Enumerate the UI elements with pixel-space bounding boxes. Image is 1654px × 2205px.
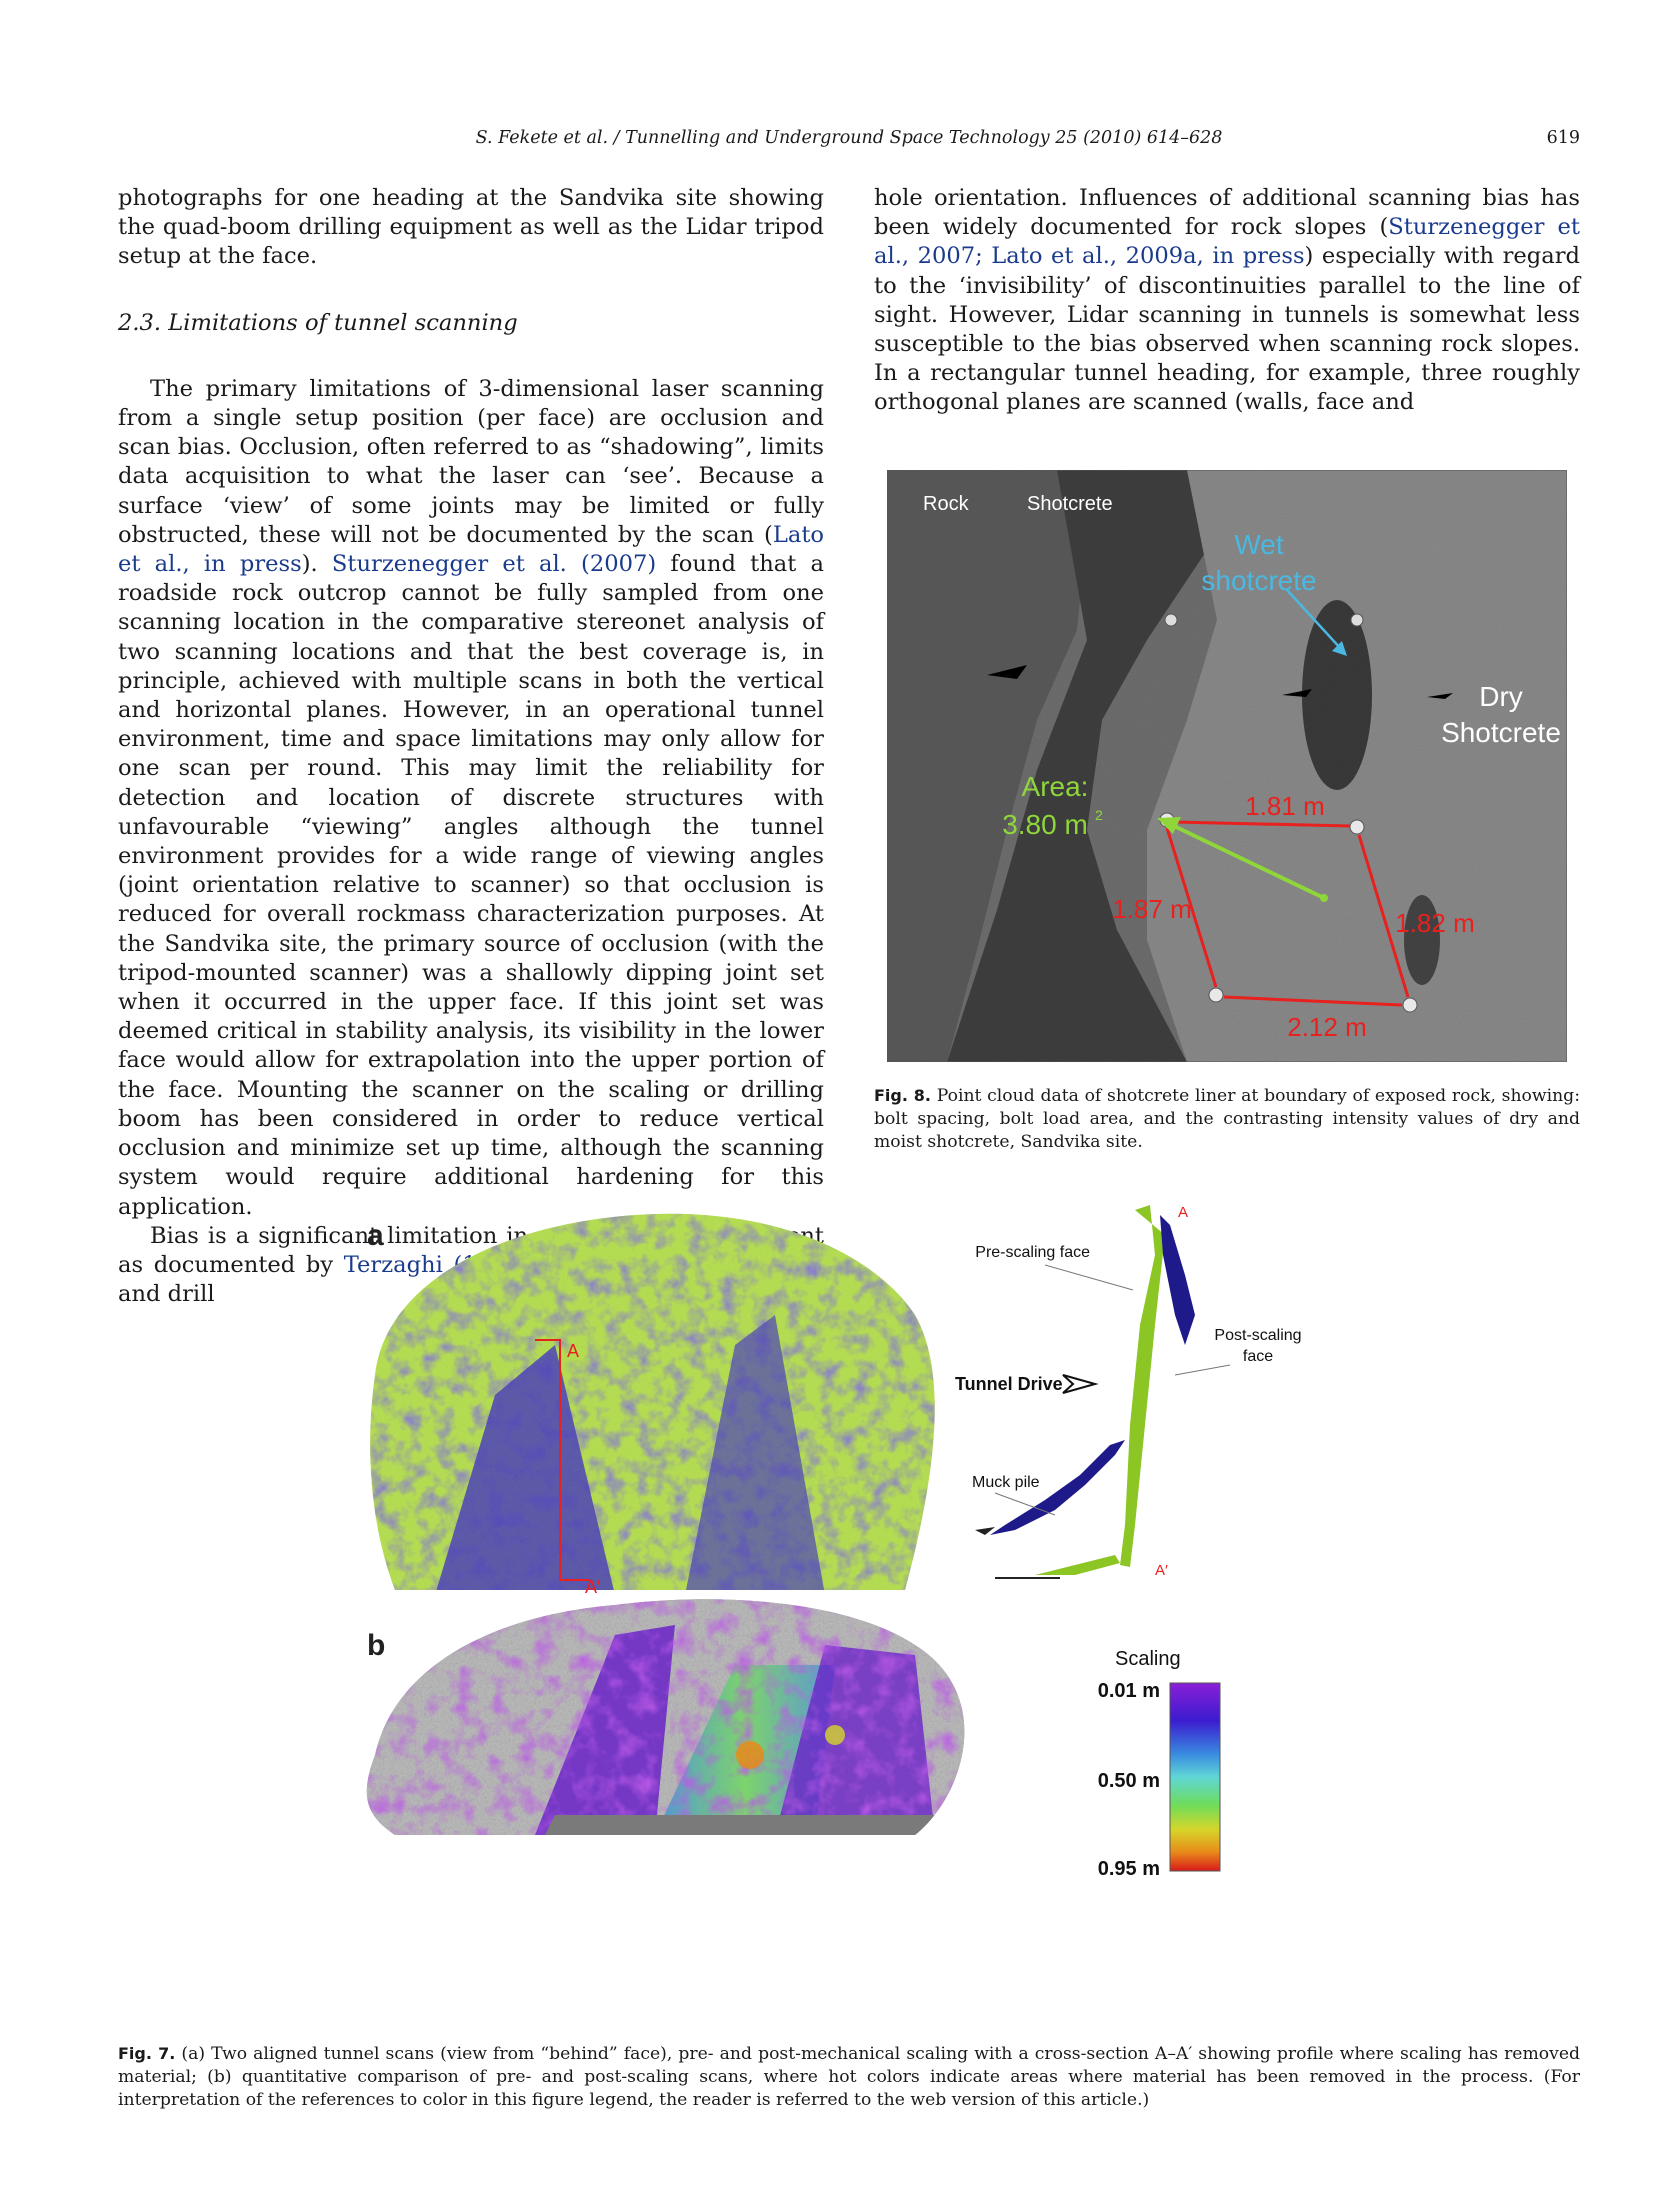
section-heading: 2.3. Limitations of tunnel scanning — [118, 309, 824, 338]
legend-tick-mid: 0.50 m — [1098, 1770, 1160, 1792]
label-shotcrete: Shotcrete — [1027, 493, 1113, 515]
label-tunnel-drive: Tunnel Drive — [955, 1374, 1063, 1394]
dimension-right: 1.82 m — [1395, 908, 1475, 938]
figure-8-caption: Fig. 8. Point cloud data of shotcrete li… — [874, 1084, 1580, 1154]
label-post-scaling-line2: face — [1243, 1348, 1273, 1365]
dimension-bottom: 2.12 m — [1287, 1012, 1367, 1042]
paragraph: hole orientation. Influences of addition… — [874, 184, 1580, 418]
legend-title: Scaling — [1115, 1648, 1181, 1670]
paragraph: The primary limitations of 3-dimensional… — [118, 375, 824, 1222]
caption-label: Fig. 8. — [874, 1086, 931, 1105]
label-dry-line2: Shotcrete — [1441, 717, 1561, 748]
label-pre-scaling-face: Pre-scaling face — [975, 1244, 1090, 1261]
dimension-top: 1.81 m — [1245, 791, 1325, 821]
profile-label-A-prime: A′ — [1155, 1562, 1168, 1579]
label-rock: Rock — [923, 493, 970, 515]
citation-link[interactable]: Sturzenegger et al. (2007) — [332, 551, 656, 577]
label-wet-line1: Wet — [1234, 529, 1283, 560]
legend-tick-top: 0.01 m — [1098, 1680, 1160, 1702]
label-wet-line2: shotcrete — [1201, 565, 1316, 596]
right-column: hole orientation. Influences of addition… — [874, 184, 1580, 418]
cross-section-profile: A A′ Pre-scaling face Post-scaling face … — [955, 1204, 1302, 1579]
figure-8-point-cloud: Rock Shotcrete Wet shotcrete Dry Shotcre… — [887, 470, 1567, 1062]
label-post-scaling-line1: Post-scaling — [1214, 1327, 1301, 1344]
label-area-superscript: 2 — [1095, 807, 1103, 823]
panel-label-b: b — [367, 1629, 385, 1662]
scaling-difference-map — [355, 1595, 1005, 1845]
caption-text: Point cloud data of shotcrete liner at b… — [874, 1086, 1580, 1152]
running-header: S. Fekete et al. / Tunnelling and Underg… — [118, 128, 1580, 156]
label-dry-line1: Dry — [1479, 681, 1523, 712]
panel-label-a: a — [367, 1219, 384, 1252]
text-run: The primary limitations of 3-dimensional… — [118, 376, 824, 548]
journal-citation: S. Fekete et al. / Tunnelling and Underg… — [118, 128, 1580, 148]
label-muck-pile: Muck pile — [972, 1474, 1040, 1491]
dimension-left: 1.87 m — [1112, 894, 1192, 924]
section-label-A: A — [567, 1341, 579, 1361]
legend-tick-bottom: 0.95 m — [1098, 1858, 1160, 1880]
label-area-value: 3.80 m — [1002, 809, 1088, 840]
label-area-line1: Area: — [1022, 771, 1089, 802]
caption-label: Fig. 7. — [118, 2044, 175, 2063]
text-run: ). — [302, 551, 332, 577]
figure-7-caption: Fig. 7. (a) Two aligned tunnel scans (vi… — [118, 2042, 1580, 2112]
text-run: found that a roadside rock outcrop canno… — [118, 551, 824, 1219]
left-column: photographs for one heading at the Sandv… — [118, 184, 824, 1309]
section-label-A-prime: A′ — [585, 1577, 601, 1597]
profile-label-A: A — [1178, 1204, 1188, 1221]
figure-7-scaling-scans: a A A′ A A′ Pre-scaling face Post-scalin… — [355, 1195, 1365, 2025]
paragraph: photographs for one heading at the Sandv… — [118, 184, 824, 272]
scaling-legend: Scaling 0.01 m 0.50 m 0.95 m — [1098, 1648, 1220, 1880]
page-number: 619 — [1547, 128, 1580, 148]
caption-text: (a) Two aligned tunnel scans (view from … — [118, 2044, 1580, 2110]
